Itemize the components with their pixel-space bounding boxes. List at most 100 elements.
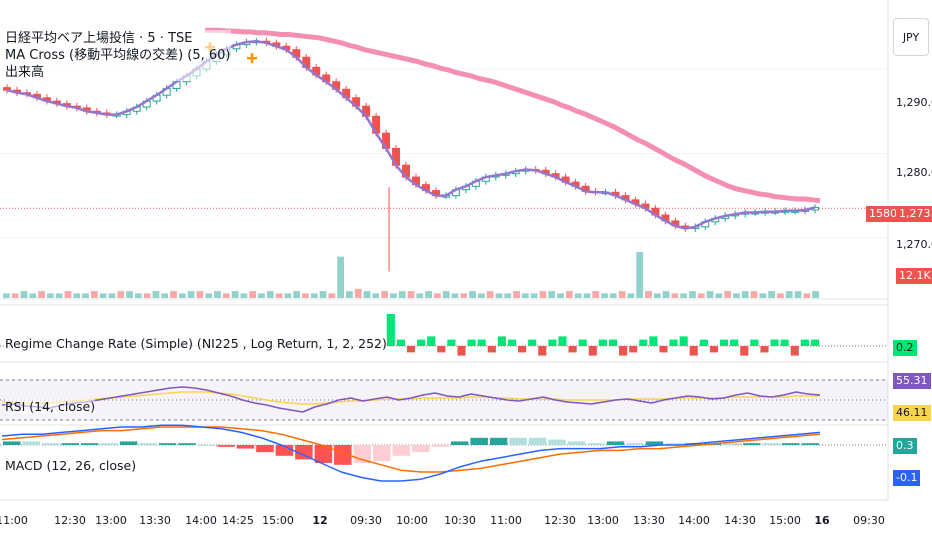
volume-bar bbox=[592, 291, 600, 298]
macd-hist-bar bbox=[450, 441, 469, 445]
volume-bar bbox=[152, 291, 160, 298]
symbol-title[interactable]: 日経平均ベア上場投信 · 5 · TSE bbox=[5, 31, 193, 46]
macd-hist-bar bbox=[139, 443, 157, 445]
volume-bar bbox=[741, 291, 749, 298]
volume-bar bbox=[73, 293, 81, 298]
rsi-line bbox=[1, 386, 821, 413]
volume-bar bbox=[653, 293, 661, 298]
volume-bar bbox=[275, 293, 283, 298]
regime-bar bbox=[396, 339, 405, 346]
regime-bar bbox=[730, 339, 739, 346]
volume-bar bbox=[433, 293, 441, 298]
rsi-pane-label[interactable]: RSI (14, close) bbox=[5, 399, 96, 414]
volume-bar bbox=[231, 291, 239, 298]
macd-hist-bar bbox=[3, 441, 21, 445]
regime-bar bbox=[780, 339, 789, 346]
macd-hist-bar bbox=[626, 443, 644, 445]
volume-bar bbox=[20, 291, 28, 298]
regime-bar bbox=[578, 339, 587, 346]
volume-bar bbox=[170, 291, 177, 298]
regime-bar bbox=[588, 346, 597, 356]
countdown-tag: 1580 bbox=[866, 206, 900, 222]
time-tick: 14:00 bbox=[678, 514, 710, 527]
volume-bar bbox=[117, 291, 125, 298]
volume-bar bbox=[565, 291, 573, 298]
regime-bar bbox=[497, 336, 506, 346]
volume-bar bbox=[354, 288, 362, 298]
regime-bar bbox=[669, 339, 678, 346]
ma-cross-label[interactable]: MA Cross (移動平均線の交差) (5, 60) bbox=[5, 48, 231, 63]
regime-bar bbox=[649, 336, 658, 346]
time-tick: 09:30 bbox=[350, 514, 382, 527]
macd-hist-bar bbox=[665, 443, 683, 445]
volume-bar bbox=[759, 293, 767, 298]
macd-hist-bar bbox=[412, 445, 430, 453]
regime-bar bbox=[810, 339, 819, 346]
macd-hist-bar bbox=[80, 443, 99, 445]
volume-bar bbox=[266, 291, 274, 298]
regime-bar bbox=[507, 339, 517, 346]
regime-bar bbox=[740, 346, 749, 356]
volume-bar bbox=[205, 293, 213, 298]
regime-bar bbox=[437, 346, 446, 353]
volume-bar bbox=[302, 293, 309, 298]
macd-hist-bar bbox=[197, 445, 216, 446]
regime-bar bbox=[568, 346, 577, 353]
time-tick: 13:30 bbox=[139, 514, 171, 527]
rsi-tag: 55.31 bbox=[893, 373, 931, 389]
regime-bar bbox=[629, 346, 638, 353]
regime-bar bbox=[467, 339, 476, 346]
volume-bar bbox=[803, 293, 811, 298]
volume-bar bbox=[469, 291, 476, 298]
time-tick: 11:00 bbox=[0, 514, 28, 527]
volume-bar bbox=[785, 291, 793, 298]
volume-bar bbox=[108, 293, 116, 298]
regime-bar bbox=[770, 339, 779, 346]
macd-hist-tag: 0.3 bbox=[893, 438, 917, 454]
volume-bar bbox=[319, 291, 327, 298]
volume-bar bbox=[249, 291, 257, 298]
macd-hist-bar bbox=[645, 441, 664, 445]
macd-pane-label[interactable]: MACD (12, 26, close) bbox=[5, 458, 137, 473]
macd-hist-bar bbox=[373, 445, 391, 462]
regime-bar bbox=[457, 346, 466, 356]
volume-bar bbox=[284, 293, 292, 298]
volume-bar bbox=[724, 291, 732, 298]
volume-bar bbox=[574, 293, 582, 298]
volume-bar bbox=[64, 291, 72, 298]
regime-pane-label[interactable]: Regime Change Rate (Simple) (NI225 , Log… bbox=[5, 336, 387, 351]
volume-bar bbox=[636, 252, 644, 298]
volume-bar bbox=[390, 293, 397, 298]
last-price-tag: 1,273.5 bbox=[896, 206, 932, 222]
volume-bar bbox=[750, 291, 758, 298]
macd-hist-bar bbox=[528, 437, 547, 445]
macd-line bbox=[1, 424, 821, 482]
volume-bar bbox=[425, 291, 432, 298]
volume-bar bbox=[3, 293, 10, 298]
volume-label[interactable]: 出来高 bbox=[5, 65, 45, 80]
rsi-ma-tag: 46.11 bbox=[893, 405, 931, 421]
time-tick: 10:30 bbox=[444, 514, 476, 527]
volume-bar bbox=[460, 293, 468, 298]
volume-bar bbox=[187, 291, 195, 298]
volume-bar bbox=[293, 291, 301, 298]
legend: 日経平均ベア上場投信 · 5 · TSE MA Cross (移動平均線の交差)… bbox=[5, 30, 231, 81]
regime-bar bbox=[689, 346, 698, 356]
volume-bar bbox=[346, 291, 353, 298]
volume-bar bbox=[416, 293, 424, 298]
currency-button[interactable]: JPY bbox=[893, 18, 929, 56]
macd-hist-bar bbox=[295, 445, 313, 460]
regime-bar bbox=[709, 346, 719, 353]
macd-hist-bar bbox=[587, 443, 605, 445]
volume-bar bbox=[398, 291, 406, 298]
macd-hist-bar bbox=[275, 445, 294, 456]
volume-bar bbox=[38, 291, 45, 298]
regime-bar bbox=[790, 346, 799, 356]
volume-bar bbox=[733, 293, 740, 298]
macd-hist-bar bbox=[392, 445, 410, 456]
macd-hist-bar bbox=[334, 445, 352, 465]
volume-bar bbox=[99, 293, 107, 298]
volume-bar bbox=[557, 293, 564, 298]
macd-hist-bar bbox=[314, 445, 333, 463]
